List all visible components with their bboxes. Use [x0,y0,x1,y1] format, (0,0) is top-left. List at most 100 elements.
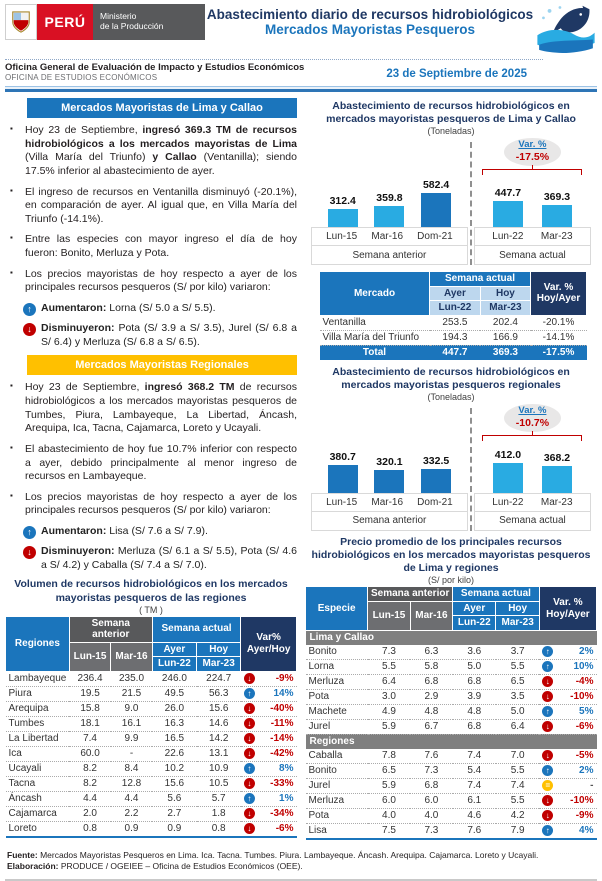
variation-icon [243,763,255,775]
column-header-var: Var. % Hoy/Ayer [530,271,587,316]
elaboration-line: Elaboración: PRODUCE / OGEIEE – Oficina … [7,861,303,872]
bar-value-label: 320.1 [376,455,403,468]
table-row: Lambayeque 236.4 235.0 246.0 224.7 -9% [5,671,297,687]
species-name: Jurel [305,778,368,794]
office-name: Oficina General de Evaluación de Impacto… [5,62,305,82]
column-header-semana-actual: Semana actual [151,615,242,643]
variation-value: -42% [270,748,294,760]
group-label: Semana actual [473,511,591,531]
table-row: Cajamarca 2.0 2.2 2.7 1.8 -34% [5,806,297,822]
variation-bracket [482,430,583,441]
market-name: Ventanilla [319,315,430,331]
column-header-hoy: Hoy [196,641,242,658]
variation-icon [542,795,554,807]
column-header-regiones: Regiones [5,615,70,672]
variation-icon [243,808,255,820]
x-axis-ticks: Lun-22 Mar-23 [473,227,591,247]
variation-icon [542,780,554,792]
regional-volume-table: Regiones Semana anterior Semana actual V… [5,615,297,838]
group-label: Semana anterior [311,511,468,531]
section-header-lima-callao: Mercados Mayoristas de Lima y Callao [27,98,297,118]
variation-value: 2% [579,765,594,777]
fish-logo-icon [535,4,597,56]
table-row: Tacna 8.2 12.8 15.6 10.5 -33% [5,776,297,792]
variation-icon [542,825,554,837]
table-row: Ventanilla 253.5 202.4 -20.1% [319,315,587,331]
market-table: Mercado Semana actual Var. % Hoy/Ayer Ay… [319,271,587,360]
bar [541,465,572,493]
variation-icon [243,793,255,805]
table-row: La Libertad 7.4 9.9 16.5 14.2 -14% [5,731,297,747]
peru-wordmark: PERÚ [37,4,93,40]
variation-value: -14% [270,733,294,745]
variation-icon [542,721,554,733]
variation-icon [542,706,554,718]
region-name: La Libertad [5,731,70,747]
region-name: Tumbes [5,716,70,732]
left-column: Mercados Mayoristas de Lima y Callao Hoy… [5,98,297,840]
variation-value: -6% [575,721,594,733]
volume-table-unit: ( TM ) [139,604,163,615]
title-line-2: Mercados Mayoristas Pesqueros [264,22,476,37]
table-row: Bonito 6.5 7.3 5.4 5.5 2% [305,763,597,779]
variation-icon [243,748,255,760]
variation-icon [243,733,255,745]
variation-value: 1% [279,793,294,805]
column-header-lun22: Lun-22 [452,615,497,631]
variation-value: -33% [270,778,294,790]
week-divider [469,407,472,531]
bar [374,206,405,228]
species-name: Pota [305,808,368,824]
bullet-reg-3: Los precios mayoristas de hoy respecto a… [5,491,297,518]
variation-value: 10% [573,661,594,673]
column-header-var: Var. % Hoy/Ayer [538,586,598,631]
column-header-lun22: Lun-22 [429,300,481,316]
table-row: Arequipa 15.8 9.0 26.0 15.6 -40% [5,701,297,717]
table-row: Loreto 0.8 0.9 0.9 0.8 -6% [5,821,297,838]
variation-value: 5% [579,706,594,718]
variation-value: -10% [570,795,594,807]
ministry-name: Ministerio de la Producción [93,4,205,40]
variation-value: -40% [270,703,294,715]
region-name: Arequipa [5,701,70,717]
variation-bracket [482,165,583,176]
bar-value-label: 359.8 [376,192,403,205]
bar-value-label: 380.7 [329,450,356,463]
variation-icon [243,703,255,715]
bullet-lima-2: El ingreso de recursos en Ventanilla dis… [5,186,297,227]
column-header-mar23: Mar-23 [196,656,242,672]
bar [327,209,358,228]
chart-title: Abastecimiento de recursos hidrobiológic… [332,365,570,391]
document-title: Abastecimiento diario de recursos hidrob… [205,4,535,37]
variation-icon [542,765,554,777]
variation-badge: Var. % -10.7% [503,403,562,432]
column-header-lun15: Lun-15 [68,641,112,672]
variation-value: - [590,780,594,792]
volume-table-title: Volumen de recursos hidrobiológicos en l… [14,578,288,604]
column-header-semana-anterior: Semana anterior [367,586,454,602]
table-row: Ica 60.0 - 22.6 13.1 -42% [5,746,297,762]
table-row: Pota 4.0 4.0 4.6 4.2 -9% [305,808,597,824]
region-name: Tacna [5,776,70,792]
column-header-mar23: Mar-23 [479,300,532,316]
species-name: Lorna [305,659,368,675]
variation-icon [542,676,554,688]
bar-value-label: 368.2 [543,451,571,464]
variation-badge: Var. % -17.5% [503,138,562,167]
species-name: Pota [305,689,368,705]
week-divider [469,142,472,266]
variation-icon [542,661,554,673]
column-header-hoy: Hoy [495,600,540,617]
section-band-lima: Lima y Callao [305,630,597,645]
variation-icon [542,691,554,703]
column-header-semana-actual: Semana actual [429,271,531,287]
header-divider [5,59,543,60]
species-name: Merluza [305,793,368,809]
x-axis-ticks: Lun-15 Mar-16 Dom-21 [311,227,468,247]
variation-value: -4% [575,676,594,688]
species-name: Bonito [305,644,368,660]
variation-icon [243,688,255,700]
table-row: Lisa 7.5 7.3 7.6 7.9 4% [305,823,597,840]
variation-value: -11% [270,718,294,730]
price-increase-line: ↑ Aumentaron: Lorna (S/ 5.0 a S/ 5.5). [5,302,297,317]
